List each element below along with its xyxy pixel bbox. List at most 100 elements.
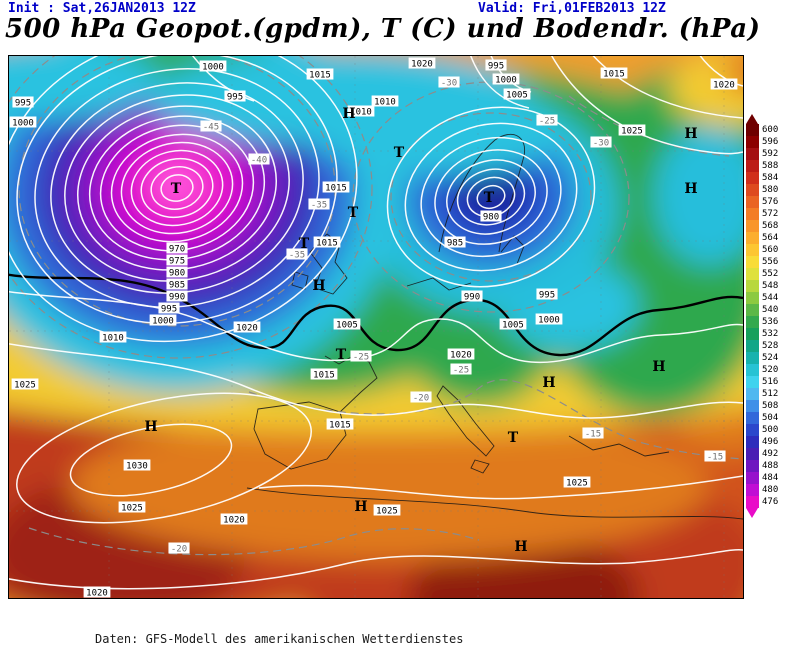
temperature-label — [200, 120, 222, 132]
temperature-label: -35 — [311, 201, 327, 211]
map-frame: 970 975 980 985 990 995 1000 995 1000 1000 995 995 1… — [0, 3, 791, 648]
pressure-label: 1025 — [621, 127, 643, 137]
colorbar-level: 600 — [762, 125, 779, 135]
pressure-label — [461, 290, 483, 302]
pressure-label: 1015 — [313, 371, 335, 381]
coastlines — [246, 134, 744, 520]
pressure-label: 980 — [483, 213, 499, 223]
colorbar-row: 532 — [746, 328, 790, 340]
colorbar-row: 480 — [746, 484, 790, 496]
colorbar-swatch — [746, 148, 759, 160]
temperature-label — [168, 542, 190, 554]
colorbar-swatch — [746, 376, 759, 388]
temperature-label: -25 — [539, 117, 555, 127]
colorbar-row: 560 — [746, 244, 790, 256]
temperature-label — [286, 248, 308, 260]
pressure-label — [233, 321, 261, 333]
high-center-marker: H — [514, 539, 527, 555]
colorbar-swatch — [746, 196, 759, 208]
pressure-label — [347, 105, 375, 117]
temperature-label — [582, 427, 604, 439]
colorbar-swatch — [746, 364, 759, 376]
colorbar-level: 588 — [762, 161, 779, 171]
pressure-label: 995 — [161, 305, 177, 315]
pressure-label — [11, 378, 39, 390]
low-center-marker: T — [508, 430, 519, 446]
colorbar-swatch — [746, 472, 759, 484]
colorbar-row: 520 — [746, 364, 790, 376]
temperature-label — [704, 450, 726, 462]
colorbar-row: 564 — [746, 232, 790, 244]
pressure-label — [499, 318, 527, 330]
pressure-label: 1010 — [102, 334, 124, 344]
init-time: Init : Sat,26JAN2013 12Z — [8, 1, 196, 16]
colorbar-level: 548 — [762, 281, 779, 291]
isobar-labels-layer: 970 975 980 985 990 995 1000 995 1000 1000 995 995 1… — [9, 57, 738, 599]
colorbar-level: 484 — [762, 473, 779, 483]
pressure-label — [158, 302, 180, 314]
pressure-label — [710, 78, 738, 90]
pressure-label — [166, 254, 188, 266]
pressure-label: 1015 — [329, 421, 351, 431]
high-center-marker: H — [542, 375, 555, 391]
pressure-label — [306, 68, 334, 80]
pressure-label: 980 — [169, 269, 185, 279]
high-center-marker: H — [144, 419, 157, 435]
colorbar-level: 476 — [762, 497, 779, 507]
colorbar-swatch — [746, 340, 759, 352]
colorbar-level: 504 — [762, 413, 779, 423]
pressure-label: 990 — [169, 293, 185, 303]
colorbar-swatch — [746, 352, 759, 364]
colorbar-swatch — [746, 412, 759, 424]
pressure-label: 1020 — [86, 589, 108, 599]
colorbar-level: 552 — [762, 269, 779, 279]
pressure-label — [447, 348, 475, 360]
colorbar-row: 556 — [746, 256, 790, 268]
colorbar-swatch — [746, 268, 759, 280]
colorbar-row: 568 — [746, 220, 790, 232]
colorbar-row: 536 — [746, 316, 790, 328]
colorbar-swatch — [746, 328, 759, 340]
pressure-label: 995 — [15, 99, 31, 109]
colorbar-row: 528 — [746, 340, 790, 352]
colorbar-row: 544 — [746, 292, 790, 304]
isobar-contours — [0, 33, 744, 590]
colorbar-level: 556 — [762, 257, 779, 267]
pressure-label — [99, 331, 127, 343]
pressure-label — [485, 59, 507, 71]
isotherm-labels-layer: -45 -40 -35 -30 -25 -30 -35 -25 -25 -20 -15 -20 -15 — [168, 76, 726, 555]
colorbar-level: 488 — [762, 461, 779, 471]
colorbar-arrow-up-icon — [746, 114, 758, 124]
colorbar-level: 544 — [762, 293, 779, 303]
pressure-label — [9, 116, 37, 128]
pressure-label: 985 — [169, 281, 185, 291]
colorbar-swatch — [746, 400, 759, 412]
colorbar-row: 600 — [746, 124, 790, 136]
colorbar-swatch — [746, 436, 759, 448]
colorbar-swatch — [746, 208, 759, 220]
temperature-label — [248, 153, 270, 165]
pressure-label: 1000 — [495, 76, 517, 86]
colorbar-row: 496 — [746, 436, 790, 448]
high-center-marker: H — [342, 106, 355, 122]
pressure-label: 1020 — [223, 516, 245, 526]
temperature-label: -30 — [593, 139, 609, 149]
colorbar-swatch — [746, 160, 759, 172]
page-title: 500 hPa Geopot.(gpdm), T (C) und Bodendr… — [5, 14, 761, 44]
pressure-label — [166, 242, 188, 254]
colorbar-level: 536 — [762, 317, 779, 327]
colorbar-level: 540 — [762, 305, 779, 315]
colorbar-row: 476 — [746, 496, 790, 508]
colorbar-level: 560 — [762, 245, 779, 255]
pressure-label — [371, 95, 399, 107]
low-center-marker: T — [394, 145, 405, 161]
footer: Daten: GFS-Modell des amerikanischen Wet… — [95, 602, 463, 648]
pressure-label — [118, 501, 146, 513]
pressure-label — [12, 96, 34, 108]
temperature-label — [438, 76, 460, 88]
temperature-label: -20 — [413, 394, 429, 404]
pressure-label — [313, 236, 341, 248]
temperature-label — [590, 136, 612, 148]
colorbar-swatch — [746, 484, 759, 496]
pressure-label: 1010 — [350, 108, 372, 118]
